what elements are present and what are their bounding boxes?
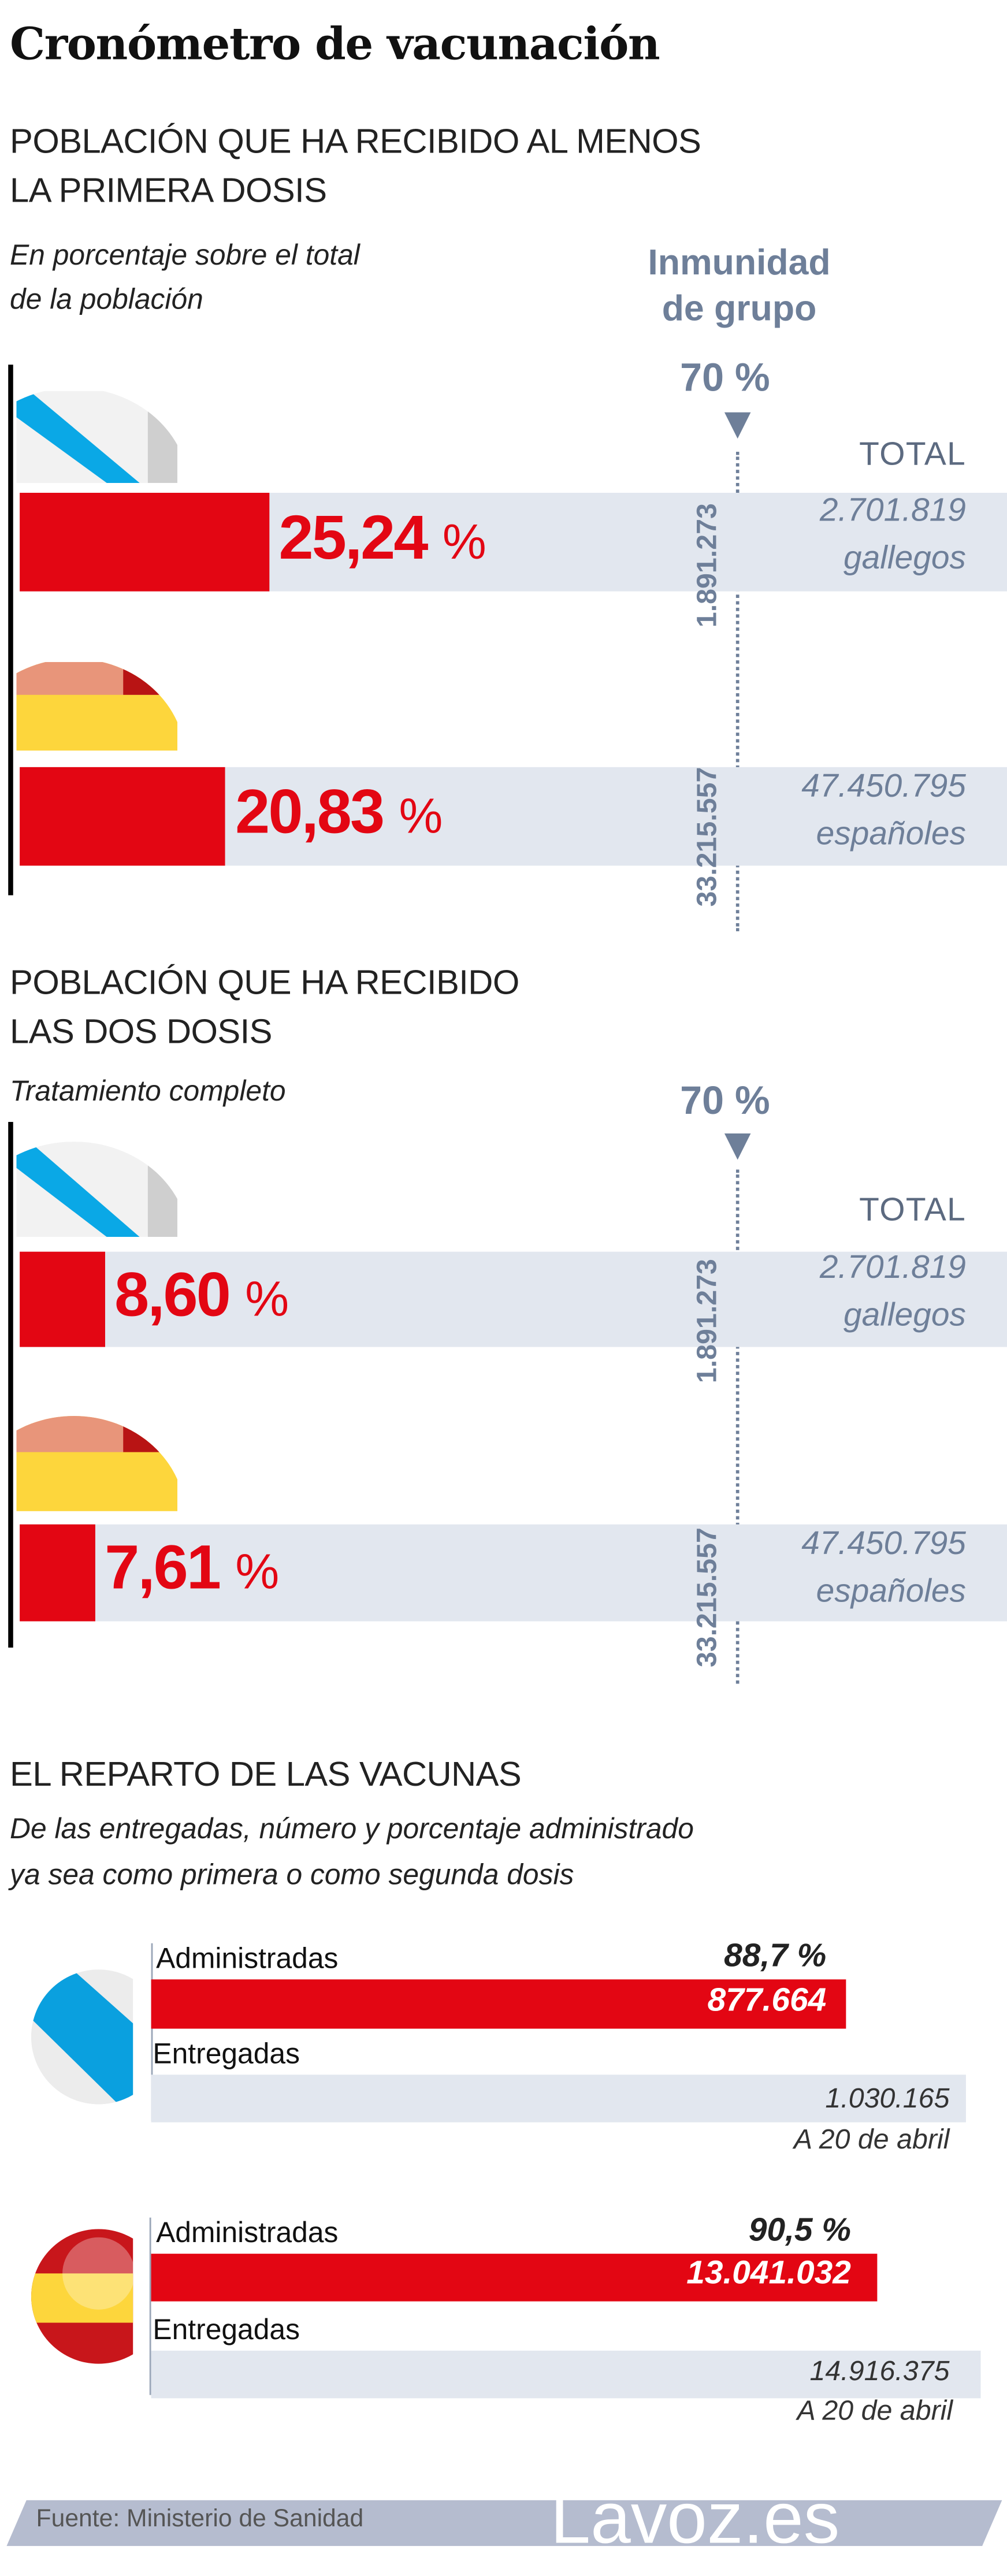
date-note: A 20 de abril bbox=[797, 2395, 953, 2426]
row-spain-2 bbox=[20, 1524, 1007, 1622]
lavoz-logo: Lavoz.es bbox=[550, 2478, 840, 2547]
bar-galicia-2 bbox=[20, 1251, 105, 1347]
total-unit-spain-1: españoles bbox=[816, 816, 966, 853]
section2-heading: POBLACIÓN QUE HA RECIBIDO bbox=[10, 964, 519, 1002]
percent-spain-1: 20,83 % bbox=[235, 778, 443, 849]
section1-heading-2: LA PRIMERA DOSIS bbox=[10, 172, 327, 210]
pct-sign: % bbox=[442, 515, 486, 570]
administered-label: Administradas bbox=[156, 2216, 339, 2249]
total-header: TOTAL bbox=[859, 437, 967, 473]
pct-value: 7,61 bbox=[105, 1534, 221, 1604]
total-galicia-2: 2.701.819 bbox=[819, 1250, 966, 1287]
section3-subtitle-2: ya sea como primera o como segunda dosis bbox=[10, 1857, 574, 1891]
percent-galicia-1: 25,24 % bbox=[278, 504, 486, 575]
total-header-2: TOTAL bbox=[859, 1192, 967, 1229]
total-unit-spain-2: españoles bbox=[816, 1573, 966, 1610]
total-spain-1: 47.450.795 bbox=[801, 768, 966, 805]
administered-percent: 90,5 % bbox=[748, 2213, 851, 2249]
group-divider bbox=[149, 2217, 151, 2395]
administered-label: Administradas bbox=[156, 1941, 339, 1975]
delivered-label: Entregadas bbox=[153, 2313, 300, 2346]
percent-spain-2: 7,61 % bbox=[105, 1534, 279, 1605]
threshold-line bbox=[735, 451, 740, 932]
section2-heading-2: LAS DOS DOSIS bbox=[10, 1013, 272, 1051]
row-galicia-2 bbox=[20, 1251, 1007, 1347]
section1-subtitle: En porcentaje sobre el total bbox=[10, 238, 360, 272]
administered-bar-spain bbox=[151, 2254, 876, 2302]
threshold-line-2 bbox=[735, 1169, 740, 1684]
galicia-flag-icon bbox=[16, 391, 178, 483]
section1-subtitle-2: de la población bbox=[10, 282, 203, 315]
spain-flag-icon bbox=[16, 661, 178, 751]
pct-value: 8,60 bbox=[114, 1261, 231, 1331]
section3-subtitle: De las entregadas, número y porcentaje a… bbox=[10, 1812, 694, 1845]
pct-sign: % bbox=[235, 1545, 279, 1600]
section2-subtitle: Tratamiento completo bbox=[10, 1074, 286, 1107]
delivered-label: Entregadas bbox=[153, 2036, 300, 2070]
section1-heading: POBLACIÓN QUE HA RECIBIDO AL MENOS bbox=[10, 123, 701, 161]
total-unit-galicia-2: gallegos bbox=[843, 1298, 966, 1334]
source-note: Fuente: Ministerio de Sanidad bbox=[36, 2505, 364, 2533]
threshold-label-2: 70 % bbox=[680, 1079, 770, 1124]
immunity-label: Inmunidad de grupo bbox=[624, 240, 854, 332]
axis-line bbox=[8, 365, 13, 895]
administered-percent: 88,7 % bbox=[724, 1938, 827, 1975]
administered-bar-galicia bbox=[151, 1979, 846, 2029]
total-galicia-1: 2.701.819 bbox=[819, 493, 966, 529]
total-unit-galicia-1: gallegos bbox=[843, 540, 966, 577]
administered-value: 13.041.032 bbox=[686, 2255, 851, 2292]
delivered-bar-galicia bbox=[151, 2075, 966, 2122]
pct-sign: % bbox=[245, 1273, 289, 1328]
delivered-bar-spain bbox=[151, 2350, 981, 2399]
group-divider bbox=[151, 1943, 153, 2121]
axis-line-2 bbox=[8, 1122, 13, 1648]
pct-sign: % bbox=[399, 790, 443, 845]
total-spain-2: 47.450.795 bbox=[801, 1526, 966, 1563]
threshold-marker-icon bbox=[724, 1133, 751, 1160]
spain-flag-icon bbox=[16, 1416, 178, 1511]
page-title: Cronómetro de vacunación bbox=[10, 20, 660, 71]
galicia-flag-icon bbox=[16, 1142, 178, 1237]
footer-band bbox=[6, 2500, 1002, 2547]
administered-value: 877.664 bbox=[707, 1982, 827, 2019]
bar-spain-1 bbox=[20, 767, 226, 866]
pct-value: 25,24 bbox=[278, 504, 428, 574]
pct-value: 20,83 bbox=[235, 778, 385, 848]
delivered-value: 1.030.165 bbox=[825, 2083, 950, 2114]
spain-flag-icon bbox=[29, 2228, 133, 2366]
bar-spain-2 bbox=[20, 1524, 95, 1622]
threshold-label: 70 % bbox=[680, 356, 770, 401]
immunity-line-2: de grupo bbox=[662, 287, 817, 329]
section3-heading: EL REPARTO DE LAS VACUNAS bbox=[10, 1756, 522, 1794]
delivered-value: 14.916.375 bbox=[809, 2355, 950, 2387]
immunity-line-1: Inmunidad bbox=[648, 241, 831, 283]
galicia-flag-icon bbox=[29, 1968, 133, 2106]
threshold-marker-icon bbox=[724, 412, 751, 439]
date-note: A 20 de abril bbox=[793, 2124, 950, 2155]
percent-galicia-2: 8,60 % bbox=[114, 1261, 289, 1332]
bar-galicia-1 bbox=[20, 493, 269, 592]
